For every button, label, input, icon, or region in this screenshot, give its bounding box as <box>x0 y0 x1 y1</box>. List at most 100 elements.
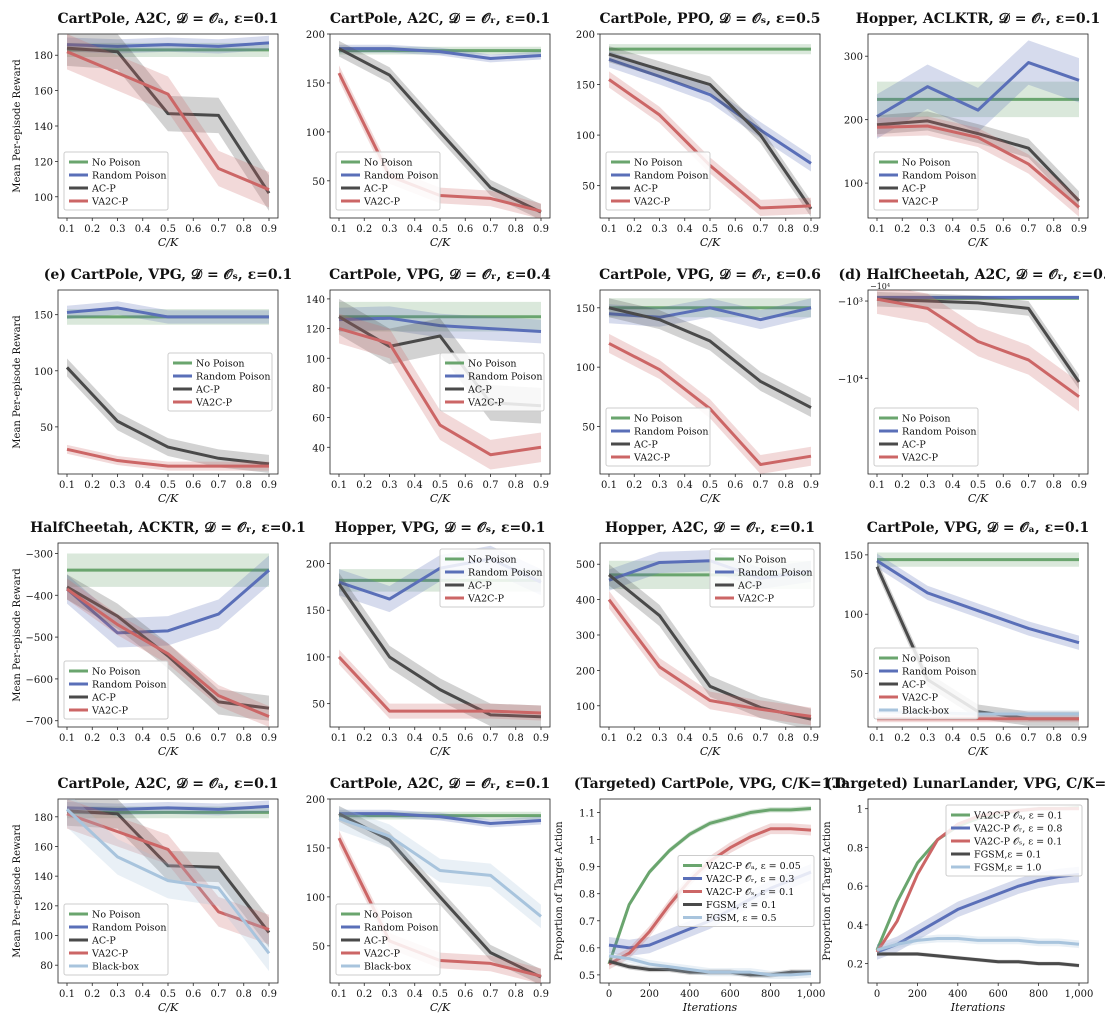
chart-panel-12: CartPole, VPG, 𝒟 = 𝒪ₐ, ε=0.1 0.1 0.2 0.3 0.4… <box>844 520 1089 758</box>
y-tick-label: 0.7 <box>579 917 595 928</box>
y-tick-label: 100 <box>576 363 595 374</box>
legend-box <box>605 407 711 467</box>
y-tick-label: −300 <box>26 549 53 560</box>
legend-label: VA2C-P <box>195 398 233 409</box>
y-tick-label: −10³ <box>838 297 863 308</box>
x-tick-label: 0.5 <box>160 224 176 235</box>
legend-label: AC-P <box>91 693 116 704</box>
chart-title: CartPole, A2C, 𝒟 = 𝒪ₐ, ε=0.1 <box>57 776 278 792</box>
series-line-va2c_p <box>338 327 542 457</box>
legend-label: Random Poison <box>92 171 166 182</box>
y-tick-label: 0.8 <box>847 843 863 854</box>
y-tick-label: 100 <box>34 193 53 204</box>
legend-box <box>439 352 545 412</box>
y-tick-label: 50 <box>312 177 325 188</box>
series-line-random_poison <box>876 873 1080 954</box>
series-group <box>65 799 271 972</box>
chart-panel-3: CartPole, PPO, 𝒟 = 𝒪ₛ, ε=0.5 0.1 0.2 0.3 0.4… <box>576 11 821 249</box>
legend: No Poison Random Poison AC-P VA2C-P <box>605 407 711 467</box>
legend-label: FGSM,ε = 1.0 <box>974 863 1041 874</box>
legend-label: Random Poison <box>92 680 166 691</box>
series-line-random_poison <box>608 57 812 165</box>
x-tick-label: 0.1 <box>331 224 347 235</box>
y-tick-label: 50 <box>850 670 863 681</box>
series-line-random_poison <box>66 569 270 635</box>
legend: No Poison Random Poison AC-P VA2C-P <box>63 660 169 720</box>
legend-label: No Poison <box>364 158 413 169</box>
series-line-ac_p <box>65 366 270 466</box>
legend-box <box>167 352 273 412</box>
x-tick-label: 0.9 <box>533 733 549 744</box>
x-tick-label: 0.3 <box>110 480 126 491</box>
legend: No Poison Random Poison AC-P VA2C-P Black-bo… <box>335 903 441 976</box>
legend-label: No Poison <box>634 158 683 169</box>
series-line-va2c_p <box>607 598 812 718</box>
legend-label: Random Poison <box>902 171 976 182</box>
legend-label: No Poison <box>634 414 683 425</box>
series-band-va2c_p <box>609 71 811 216</box>
y-tick-label: 80 <box>312 384 325 395</box>
series-line-random_poison <box>338 316 542 334</box>
x-tick-label: 0.5 <box>702 224 718 235</box>
y-tick-label: 100 <box>34 367 53 378</box>
x-tick-label: 0.9 <box>261 989 277 1000</box>
legend-label: VA2C-P <box>633 453 671 464</box>
series-line-va2c_p <box>876 297 1080 398</box>
legend: VA2C-P 𝒪ₐ, ε = 0.1 VA2C-P 𝒪ᵣ, ε = 0.8 VA2C… <box>945 804 1083 877</box>
y-tick-label: 300 <box>576 631 595 642</box>
legend: No Poison Random Poison AC-P VA2C-P <box>709 548 815 608</box>
legend-label: No Poison <box>902 158 951 169</box>
chart-panel-11: Hopper, A2C, 𝒟 = 𝒪ᵣ, ε=0.1 0.1 0.2 0.3 0.4 0.… <box>576 520 821 758</box>
series-band-ac_p <box>339 40 541 218</box>
x-tick-label: 0.1 <box>331 989 347 1000</box>
plot-frame <box>867 798 1089 984</box>
legend-label: No Poison <box>196 359 245 370</box>
x-tick-label: 1,000 <box>1065 989 1094 1000</box>
x-tick-label: 600 <box>721 989 740 1000</box>
legend-label: VA2C-P <box>91 949 129 960</box>
x-tick-label: 0.2 <box>626 480 642 491</box>
y-tick-label: 200 <box>844 116 863 127</box>
x-tick-label: 0.4 <box>135 224 151 235</box>
chart-title: CartPole, VPG, 𝒟 = 𝒪ᵣ, ε=0.6 <box>599 267 821 283</box>
series-band-va2c_p <box>67 444 269 471</box>
legend: No Poison Random Poison AC-P VA2C-P <box>63 151 169 211</box>
x-tick-label: 0.7 <box>1021 224 1037 235</box>
y-tick-label: 150 <box>306 79 325 90</box>
x-tick-label: 0.4 <box>407 224 423 235</box>
series-line-ac_p <box>66 809 271 934</box>
x-axis-label: C/K <box>968 745 989 758</box>
x-tick-label: 0.8 <box>508 480 524 491</box>
x-tick-label: 0.3 <box>920 480 936 491</box>
y-tick-label: 60 <box>312 414 325 425</box>
legend-box <box>439 548 545 608</box>
x-tick-label: 0.6 <box>727 480 743 491</box>
legend-label: VA2C-P 𝒪ₛ, ε = 0.1 <box>705 887 794 898</box>
x-tick-label: 0.1 <box>59 733 75 744</box>
y-tick-label: 1 <box>589 836 595 847</box>
legend-label: No Poison <box>902 414 951 425</box>
x-tick-label: 0.9 <box>1071 733 1087 744</box>
y-tick-label: 200 <box>306 795 325 806</box>
x-axis-label: C/K <box>968 236 989 249</box>
x-tick-label: 0.6 <box>995 733 1011 744</box>
series-group <box>66 553 270 727</box>
x-tick-label: 0.6 <box>995 224 1011 235</box>
legend-box <box>873 647 979 720</box>
legend-label: No Poison <box>92 910 141 921</box>
x-tick-label: 0.6 <box>185 480 201 491</box>
series-band-va2c_p <box>339 313 541 470</box>
x-tick-label: 0.2 <box>894 224 910 235</box>
legend-box <box>63 151 169 211</box>
y-tick-label: 150 <box>576 304 595 315</box>
legend-box <box>945 804 1083 877</box>
x-axis-label: C/K <box>430 1001 451 1014</box>
x-tick-label: 0.1 <box>59 989 75 1000</box>
legend-label: AC-P <box>901 184 926 195</box>
x-tick-label: 0.1 <box>601 224 617 235</box>
y-tick-label: 50 <box>312 942 325 953</box>
legend-label: Random Poison <box>468 372 542 383</box>
x-tick-label: 0.8 <box>236 733 252 744</box>
y-tick-label: 0.5 <box>579 971 595 982</box>
